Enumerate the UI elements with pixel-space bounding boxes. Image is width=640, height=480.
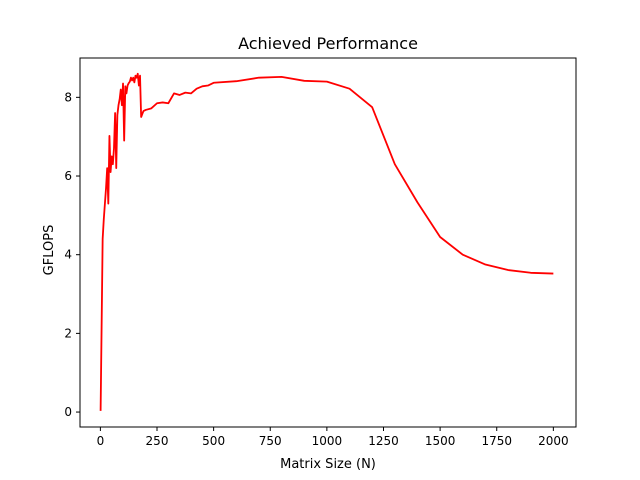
x-tick-label: 1000 [312,434,343,448]
y-tick-label: 4 [64,248,72,262]
x-tick-label: 250 [146,434,169,448]
x-tick-label: 1500 [425,434,456,448]
y-tick-label: 6 [64,169,72,183]
x-tick-label: 500 [202,434,225,448]
y-axis-label: GFLOPS [42,225,57,276]
series-line [99,72,554,411]
y-tick-label: 2 [64,326,72,340]
x-tick-label: 1750 [481,434,512,448]
y-tick-label: 0 [64,405,72,419]
x-tick-label: 0 [97,434,105,448]
x-axis-label: Matrix Size (N) [280,457,376,472]
x-tick-label: 1250 [368,434,399,448]
x-tick-label: 2000 [538,434,569,448]
chart-title: Achieved Performance [238,34,418,53]
plot-area [99,72,554,411]
x-tick-label: 750 [259,434,282,448]
axes-frame [79,57,577,428]
y-tick-label: 8 [64,90,72,104]
axis-ticks: 0 250 500 750 1000 1250 1500 1750 2000 0 2 4 6 8 [64,90,568,448]
